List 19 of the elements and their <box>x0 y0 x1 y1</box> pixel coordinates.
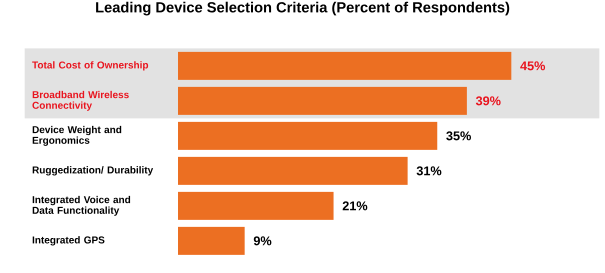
bar <box>178 122 438 150</box>
y-tick-label: Total Cost of Ownership <box>32 61 148 70</box>
y-tick-label: Broadband Wireless Connectivity <box>32 90 129 111</box>
y-tick-label: Ruggedization/ Durability <box>32 166 154 176</box>
chart-title: Leading Device Selection Criteria (Percent of Respondents) <box>96 2 510 16</box>
bar <box>178 192 334 220</box>
data-label: 9% <box>254 236 272 246</box>
data-label: 45% <box>520 61 546 70</box>
data-label: 35% <box>446 131 471 140</box>
data-label: 31% <box>416 166 442 176</box>
bar <box>178 86 467 115</box>
y-tick-label: Integrated Voice and Data Functionality <box>32 196 130 216</box>
bar <box>178 156 408 185</box>
bar <box>178 226 245 255</box>
y-tick-label: Device Weight and Ergonomics <box>32 126 122 146</box>
y-tick-label: Integrated GPS <box>32 236 104 246</box>
data-label: 39% <box>476 96 501 106</box>
data-label: 21% <box>342 201 368 210</box>
bar <box>178 52 512 80</box>
